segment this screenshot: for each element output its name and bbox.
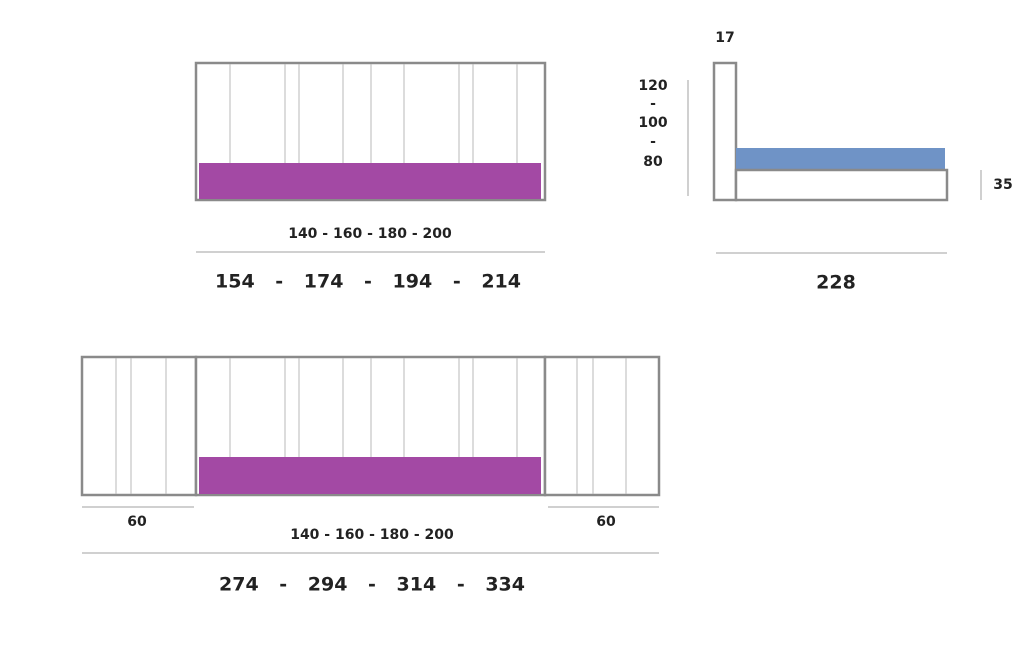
length: 228 (816, 272, 856, 294)
headboard-depth: 17 (715, 30, 734, 46)
height: - (650, 96, 656, 112)
bed-base (199, 457, 541, 494)
mattress (736, 148, 945, 170)
inner-width: 140 - 160 - 180 - 200 (290, 527, 454, 543)
right-nightstand (543, 355, 661, 497)
left-width: 60 (127, 514, 147, 530)
outer-width: 274 - 294 - 314 - 334 (219, 574, 525, 596)
height: 120 (638, 78, 667, 94)
bed-base (199, 163, 541, 199)
front-view: 140 - 160 - 180 - 200 154 - 174 - 194 - … (194, 61, 547, 293)
height: 80 (643, 154, 663, 170)
base-height: 35 (993, 177, 1012, 193)
height: 100 (638, 115, 667, 131)
height: - (650, 134, 656, 150)
with-nightstands: 60 60 140 - 160 - 180 - 200 274 - 294 - … (80, 355, 661, 596)
headboard (712, 61, 738, 202)
panels (229, 64, 518, 163)
inner-width: 140 - 160 - 180 - 200 (288, 226, 452, 242)
bed-base (734, 168, 949, 202)
right-width: 60 (596, 514, 616, 530)
left-nightstand (80, 355, 198, 497)
side-view: 17 120 - 100 - 80 35 228 (638, 30, 1012, 294)
outer-width: 154 - 174 - 194 - 214 (215, 271, 521, 293)
